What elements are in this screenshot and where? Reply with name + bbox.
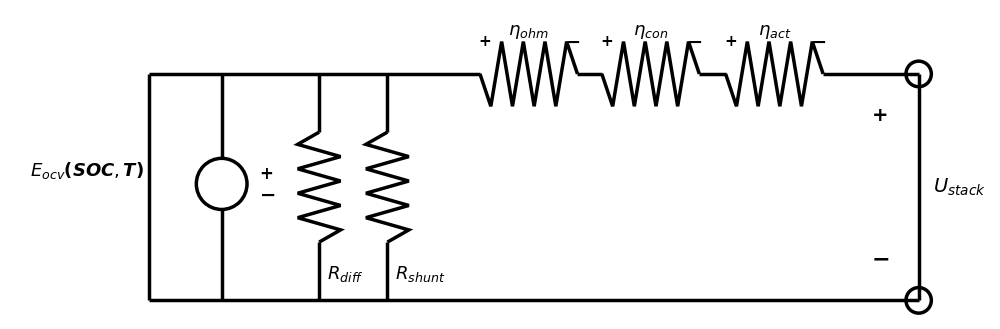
Text: $\boldsymbol{-}$: $\boldsymbol{-}$ xyxy=(811,33,826,51)
Text: $\boldsymbol{-}$: $\boldsymbol{-}$ xyxy=(565,33,580,51)
Text: $\boldsymbol{\eta_{ohm}}$: $\boldsymbol{\eta_{ohm}}$ xyxy=(508,23,549,41)
Text: $\boldsymbol{-}$: $\boldsymbol{-}$ xyxy=(259,185,275,204)
Text: $\boldsymbol{+}$: $\boldsymbol{+}$ xyxy=(478,34,491,49)
Text: $\boldsymbol{+}$: $\boldsymbol{+}$ xyxy=(600,34,613,49)
Text: $\boldsymbol{E_{ocv}(SOC,T)}$: $\boldsymbol{E_{ocv}(SOC,T)}$ xyxy=(30,161,144,182)
Text: $\boldsymbol{R_{diff}}$: $\boldsymbol{R_{diff}}$ xyxy=(327,264,363,284)
Text: $\boldsymbol{R_{shunt}}$: $\boldsymbol{R_{shunt}}$ xyxy=(395,264,446,284)
Text: $\boldsymbol{\eta_{act}}$: $\boldsymbol{\eta_{act}}$ xyxy=(758,23,791,41)
Text: $\boldsymbol{\eta_{con}}$: $\boldsymbol{\eta_{con}}$ xyxy=(633,23,668,41)
Text: $\boldsymbol{-}$: $\boldsymbol{-}$ xyxy=(871,248,889,268)
Text: $\boldsymbol{+}$: $\boldsymbol{+}$ xyxy=(724,34,737,49)
Text: $\boldsymbol{+}$: $\boldsymbol{+}$ xyxy=(871,107,888,125)
Text: $\boldsymbol{-}$: $\boldsymbol{-}$ xyxy=(687,33,702,51)
Text: $\boldsymbol{U_{stack}}$: $\boldsymbol{U_{stack}}$ xyxy=(933,176,986,198)
Text: $\boldsymbol{+}$: $\boldsymbol{+}$ xyxy=(259,165,273,183)
